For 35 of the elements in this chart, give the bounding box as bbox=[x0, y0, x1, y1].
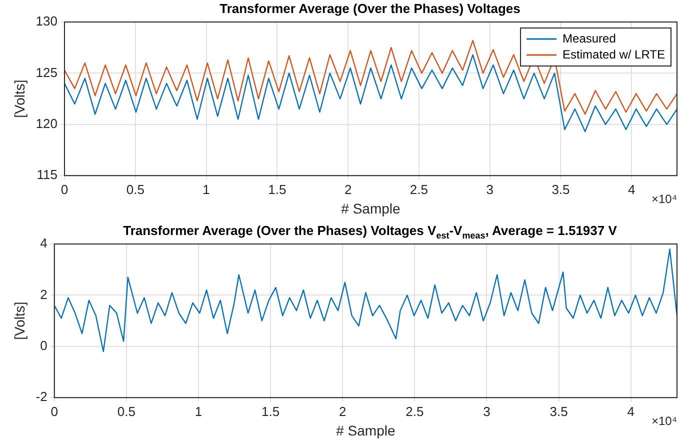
x-tick-label: 0.5 bbox=[117, 404, 136, 419]
x-tick-label: 3 bbox=[486, 182, 494, 197]
x-tick-label: 2.5 bbox=[410, 182, 428, 197]
x-tick-label: 1 bbox=[194, 404, 202, 419]
x-tick-label: 3 bbox=[483, 404, 490, 419]
y-axis-title: [Volts] bbox=[11, 302, 28, 340]
y-tick-label: 125 bbox=[36, 64, 58, 80]
x-tick-label: 0.5 bbox=[126, 182, 144, 197]
chart-title: Transformer Average (Over the Phases) Voltages V$_{est}$-V$_{meas}$, Average = 1.51937 V bbox=[122, 223, 618, 243]
y-axis-title: [Volts] bbox=[11, 80, 28, 118]
y-tick-label: 115 bbox=[36, 167, 58, 182]
x-axis-title: # Sample bbox=[336, 422, 396, 438]
y-tick-label: 4 bbox=[40, 236, 48, 251]
x-tick-label: 1.5 bbox=[268, 182, 286, 197]
x-tick-label: 1 bbox=[202, 182, 210, 197]
legend-label: Estimated w/ LRTE bbox=[562, 47, 666, 62]
y-tick-label: 0 bbox=[40, 338, 48, 353]
x-tick-label: 4 bbox=[627, 404, 634, 419]
text: ×10⁴ bbox=[651, 414, 677, 428]
x-tick-label: 3.5 bbox=[552, 182, 570, 197]
x-tick-label: 1.5 bbox=[262, 404, 280, 419]
y-tick-label: 130 bbox=[36, 14, 58, 29]
y-tick-label: 120 bbox=[36, 116, 58, 131]
chart-title: Transformer Average (Over the Phases) Voltages bbox=[218, 1, 522, 16]
legend-label: Measured bbox=[562, 31, 616, 46]
x-tick-label: 3.5 bbox=[550, 404, 568, 419]
x-tick-label: 2 bbox=[339, 404, 346, 419]
x-axis-title: # Sample bbox=[341, 200, 401, 216]
x-tick-label: 2 bbox=[344, 182, 352, 197]
text: ×10⁴ bbox=[651, 192, 677, 206]
y-tick-label: 2 bbox=[40, 286, 48, 302]
y-tick-label: -2 bbox=[36, 389, 48, 404]
x-tick-label: 0 bbox=[60, 182, 68, 197]
x-tick-label: 4 bbox=[628, 182, 636, 197]
x-tick-label: 2.5 bbox=[406, 404, 424, 419]
